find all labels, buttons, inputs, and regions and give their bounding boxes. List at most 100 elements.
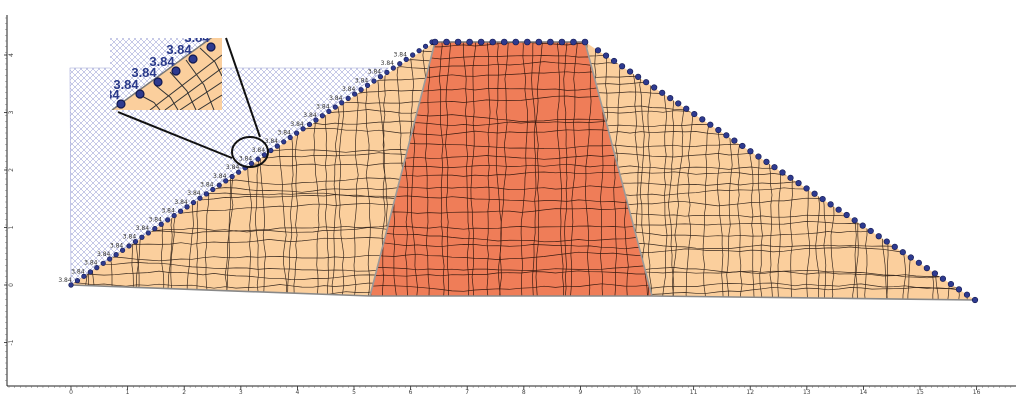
crest-node bbox=[512, 38, 520, 46]
y-tick-label: -1 bbox=[8, 339, 15, 345]
nodal-head-label: 3.84 bbox=[97, 251, 111, 258]
boundary-node bbox=[126, 243, 132, 249]
x-tick-label: 5 bbox=[352, 389, 356, 394]
nodal-head-label: 3.84 bbox=[71, 268, 85, 275]
downstream-node bbox=[651, 84, 658, 91]
downstream-node bbox=[602, 52, 610, 59]
boundary-node bbox=[139, 234, 145, 240]
zoom-callout bbox=[117, 37, 269, 168]
downstream-node bbox=[787, 174, 794, 181]
downstream-node bbox=[939, 275, 947, 282]
downstream-node bbox=[795, 180, 802, 187]
x-tick-label: 11 bbox=[690, 389, 698, 394]
downstream-node bbox=[699, 116, 706, 123]
boundary-node bbox=[100, 260, 106, 266]
downstream-node bbox=[618, 63, 626, 70]
downstream-node bbox=[843, 211, 850, 219]
boundary-node bbox=[184, 204, 190, 210]
y-tick-label: 4 bbox=[8, 53, 15, 57]
y-tick-label: 1 bbox=[8, 225, 15, 229]
nodal-head-label: 3.84 bbox=[123, 234, 137, 241]
x-tick-label: 1 bbox=[126, 389, 130, 394]
boundary-node bbox=[294, 130, 300, 136]
nodal-head-label: 3.84 bbox=[174, 199, 188, 206]
boundary-node bbox=[274, 143, 280, 149]
downstream-node bbox=[971, 296, 979, 304]
boundary-node bbox=[345, 95, 351, 102]
inset-node bbox=[153, 77, 163, 87]
downstream-boundary-nodes bbox=[594, 47, 979, 304]
nodal-head-label: 3.84 bbox=[161, 208, 175, 215]
nodal-head-label: 3.84 bbox=[84, 260, 98, 267]
boundary-node bbox=[377, 74, 384, 80]
boundary-node bbox=[390, 65, 396, 71]
downstream-node bbox=[635, 73, 642, 80]
downstream-node bbox=[955, 286, 963, 293]
downstream-node bbox=[851, 217, 858, 224]
nodal-head-label: 3.84 bbox=[252, 147, 266, 154]
boundary-node bbox=[326, 108, 332, 115]
nodal-head-label: 3.84 bbox=[290, 121, 304, 128]
boundary-node bbox=[145, 230, 151, 236]
nodal-head-label: 3.84 bbox=[316, 103, 330, 110]
boundary-node bbox=[332, 104, 338, 110]
boundary-node bbox=[171, 212, 177, 219]
downstream-node bbox=[803, 185, 810, 192]
boundary-node bbox=[397, 61, 403, 67]
inset-head-label: 3.84 bbox=[184, 30, 210, 45]
boundary-node bbox=[158, 221, 164, 227]
downstream-node bbox=[859, 222, 866, 229]
boundary-node bbox=[177, 208, 184, 214]
inset-node bbox=[171, 66, 181, 76]
downstream-node bbox=[923, 265, 930, 272]
nodal-head-label: 3.84 bbox=[149, 216, 163, 223]
boundary-node bbox=[410, 52, 416, 58]
x-tick-label: 15 bbox=[916, 389, 924, 394]
x-tick-label: 3 bbox=[239, 389, 243, 394]
boundary-node bbox=[87, 269, 93, 275]
downstream-node bbox=[594, 47, 602, 54]
nodal-head-label: 3.84 bbox=[265, 138, 279, 145]
x-tick-label: 8 bbox=[522, 389, 526, 394]
boundary-node bbox=[287, 134, 293, 141]
boundary-node bbox=[313, 117, 319, 123]
nodal-head-label: 3.84 bbox=[368, 69, 382, 76]
boundary-node bbox=[255, 156, 261, 162]
downstream-node bbox=[747, 148, 754, 155]
inset-node bbox=[135, 89, 145, 99]
boundary-node bbox=[68, 282, 74, 288]
boundary-node bbox=[152, 225, 158, 232]
x-tick-label: 2 bbox=[182, 389, 186, 394]
downstream-node bbox=[947, 280, 955, 288]
zoom-inset: 3.843.843.843.843.843.84 bbox=[94, 30, 222, 110]
inset-head-label: 3.84 bbox=[113, 77, 139, 92]
x-tick-label: 12 bbox=[746, 389, 754, 394]
boundary-node bbox=[248, 160, 255, 167]
boundary-node bbox=[352, 91, 358, 97]
boundary-node bbox=[81, 273, 87, 279]
boundary-node bbox=[210, 186, 216, 193]
inset-head-label: 3.84 bbox=[131, 65, 157, 80]
crest-node bbox=[547, 38, 554, 46]
inset-head-label: 3.84 bbox=[94, 87, 120, 102]
downstream-node bbox=[867, 227, 874, 235]
downstream-node bbox=[691, 110, 698, 118]
downstream-node bbox=[915, 259, 922, 266]
downstream-node bbox=[763, 158, 770, 165]
downstream-node bbox=[715, 126, 722, 134]
nodal-head-label: 3.84 bbox=[355, 77, 369, 84]
boundary-node bbox=[339, 100, 345, 106]
boundary-node bbox=[319, 113, 326, 119]
inset-head-label: 3.84 bbox=[149, 54, 175, 69]
boundary-node bbox=[403, 56, 409, 62]
boundary-node bbox=[190, 199, 197, 206]
downstream-node bbox=[667, 95, 674, 102]
downstream-node bbox=[779, 169, 786, 176]
crest-node bbox=[570, 38, 577, 46]
boundary-node bbox=[268, 147, 274, 154]
boundary-node bbox=[223, 178, 229, 184]
crest-boundary-nodes bbox=[431, 38, 589, 46]
downstream-node bbox=[610, 57, 618, 65]
boundary-node bbox=[119, 247, 126, 253]
